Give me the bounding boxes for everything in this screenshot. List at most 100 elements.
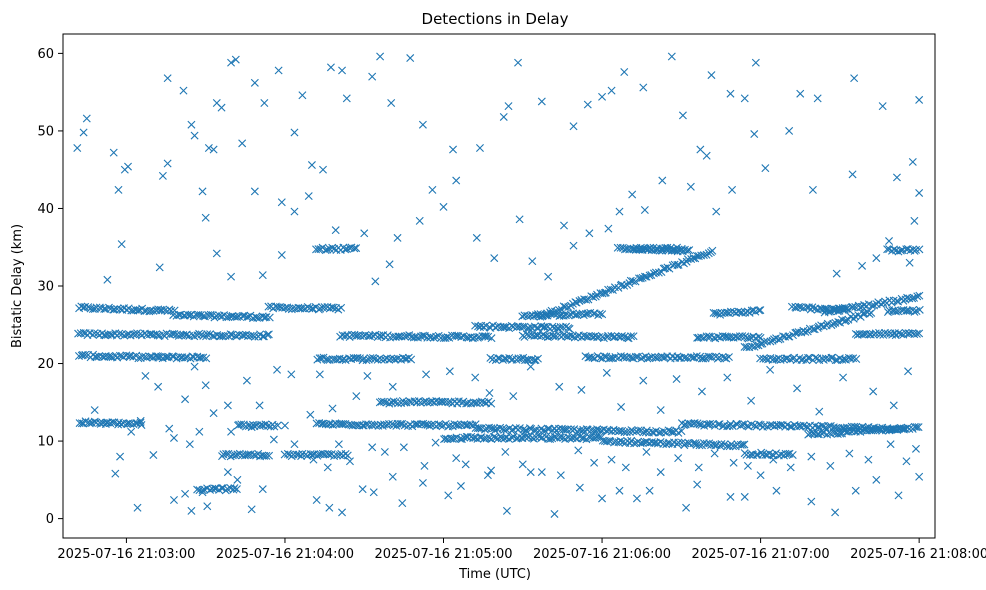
detection-point <box>360 229 369 238</box>
detection-point <box>160 306 169 315</box>
detection-point <box>786 463 795 472</box>
detection-point <box>872 254 881 263</box>
detection-point <box>258 332 267 341</box>
detection-point <box>538 426 547 435</box>
detection-point <box>774 335 783 344</box>
detection-point <box>441 334 450 342</box>
detection-point <box>149 306 158 315</box>
detection-point <box>544 272 553 281</box>
detection-point <box>273 421 282 430</box>
detection-point <box>226 452 235 461</box>
detection-point <box>807 452 816 461</box>
detection-point <box>204 143 213 152</box>
detection-point <box>194 310 203 319</box>
detection-point <box>420 461 429 470</box>
detection-point <box>757 448 766 457</box>
detection-point <box>615 426 624 435</box>
detection-point <box>696 145 705 154</box>
detection-point <box>656 468 665 477</box>
detection-point <box>255 401 264 410</box>
detection-point <box>305 304 314 313</box>
detection-point <box>422 370 431 379</box>
detection-point <box>100 304 109 313</box>
detection-point <box>445 421 454 430</box>
detection-point <box>223 468 232 477</box>
detection-point <box>717 440 726 448</box>
detection-point <box>819 322 828 331</box>
x-tick-label: 2025-07-16 21:04:00 <box>216 547 354 562</box>
detection-point <box>163 159 172 168</box>
detection-point <box>667 52 676 61</box>
detection-point <box>577 385 586 394</box>
detection-point <box>428 185 437 194</box>
detection-point <box>740 94 749 103</box>
detection-point <box>532 426 541 435</box>
detection-point <box>425 421 434 430</box>
detection-point <box>728 185 737 194</box>
detection-point <box>368 331 377 340</box>
detection-point <box>365 332 374 341</box>
detection-point <box>883 329 892 338</box>
y-tick-label: 40 <box>37 202 54 217</box>
detection-point <box>871 329 880 338</box>
detection-point <box>217 312 226 321</box>
detection-point <box>627 332 636 341</box>
detection-point <box>100 331 109 340</box>
detection-point <box>632 427 641 436</box>
detection-point <box>539 311 548 320</box>
detection-point <box>598 494 607 503</box>
detection-point <box>443 333 452 342</box>
detection-point <box>769 455 778 464</box>
detection-point <box>334 440 343 449</box>
detection-point <box>304 192 313 201</box>
detection-point <box>337 419 346 428</box>
detection-point <box>897 330 906 339</box>
detection-point <box>617 332 626 341</box>
detection-point <box>262 451 271 460</box>
detection-point <box>161 352 170 361</box>
detection-point <box>73 143 82 152</box>
detection-point <box>209 409 218 418</box>
detection-point <box>813 94 822 103</box>
detection-point <box>695 420 704 429</box>
detection-point <box>905 424 914 433</box>
detection-point <box>472 233 481 242</box>
detection-point <box>643 354 652 363</box>
detection-point <box>206 310 215 319</box>
detection-point <box>654 268 663 277</box>
detection-point <box>345 457 354 466</box>
detection-point <box>814 430 823 439</box>
detection-point <box>203 502 212 511</box>
detection-point <box>748 342 757 351</box>
detection-point <box>729 458 738 467</box>
detection-point <box>326 63 335 72</box>
detection-point <box>242 376 251 385</box>
detection-point <box>231 451 240 460</box>
detection-point <box>79 328 88 337</box>
detection-point <box>541 323 549 332</box>
detection-point <box>280 421 289 430</box>
detection-point <box>499 112 508 121</box>
detection-point <box>642 447 651 456</box>
detection-point <box>314 245 323 254</box>
detection-point <box>452 331 461 340</box>
detection-point <box>227 427 236 436</box>
detection-point <box>889 245 898 254</box>
detection-point <box>298 304 307 313</box>
detection-point <box>343 451 352 460</box>
detection-point <box>133 329 142 338</box>
detection-point <box>384 420 393 428</box>
detection-point <box>588 353 597 362</box>
detection-point <box>394 399 403 408</box>
detection-point <box>615 207 624 216</box>
detection-point <box>843 304 852 313</box>
detection-point <box>134 306 143 315</box>
detection-point <box>439 202 448 211</box>
detection-point <box>872 475 881 484</box>
detection-point <box>632 494 641 503</box>
detection-point <box>212 249 221 258</box>
detection-point <box>912 245 921 254</box>
detection-point <box>738 440 747 449</box>
detection-point <box>504 102 513 111</box>
